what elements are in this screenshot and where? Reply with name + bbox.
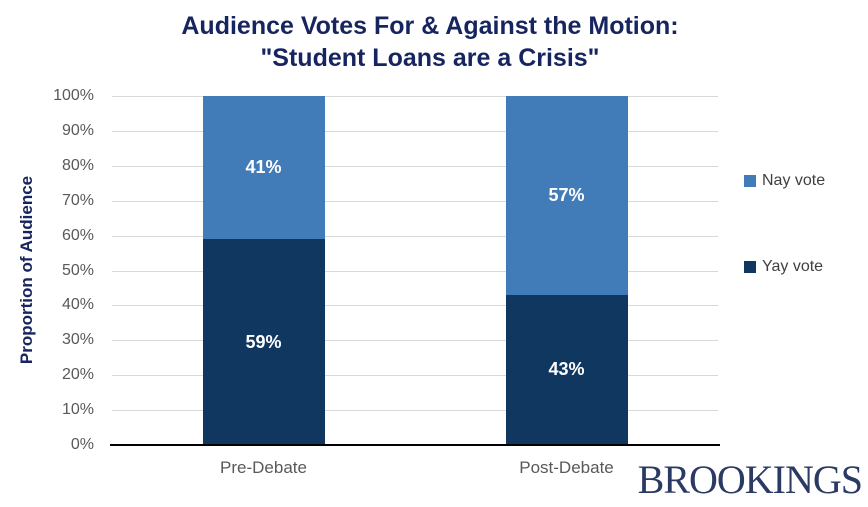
legend-item-yay-vote: Yay vote: [744, 257, 823, 276]
gridline-30: [112, 340, 718, 342]
y-tick-label-30: 30%: [61, 331, 94, 349]
gridline-80: [112, 165, 718, 167]
x-axis-label-post-debate: Post-Debate: [519, 458, 614, 477]
gridline-70: [112, 200, 718, 202]
x-axis-line: [110, 444, 720, 446]
legend-swatch-icon-nay-vote: [744, 174, 756, 187]
y-tick-label-90: 90%: [61, 121, 94, 139]
gridline-90: [112, 130, 718, 132]
bar-segment-pre-debate-nay-vote: 41%: [202, 96, 325, 240]
gridline-10: [112, 410, 718, 412]
legend-label-nay-vote: Nay vote: [762, 171, 826, 189]
x-axis-label-pre-debate: Pre-Debate: [220, 458, 307, 477]
y-tick-label-100: 100%: [53, 87, 94, 104]
y-tick-label-50: 50%: [61, 261, 94, 279]
brookings-logo: BROOKINGS: [637, 457, 863, 502]
gridline-40: [112, 305, 718, 307]
gridline-20: [112, 375, 718, 377]
y-tick-label-70: 70%: [61, 191, 94, 209]
legend-item-nay-vote: Nay vote: [744, 171, 825, 190]
y-tick-label-60: 60%: [61, 226, 94, 244]
gridline-100: [112, 96, 718, 97]
y-tick-label-80: 80%: [61, 156, 94, 174]
plot-area: 59% 41% 43% 57%: [112, 96, 718, 445]
y-tick-label-40: 40%: [61, 296, 94, 314]
legend-swatch-icon-yay-vote: [744, 260, 756, 273]
bar-segment-pre-debate-yay-vote: 59%: [202, 239, 325, 445]
bar-value-label-post-debate-nay-vote: 57%: [548, 184, 585, 205]
gridline-50: [112, 270, 718, 272]
bar-value-label-pre-debate-yay-vote: 59%: [245, 331, 282, 352]
chart-title-line1: Audience Votes For & Against the Motion:: [181, 12, 679, 40]
legend-label-yay-vote: Yay vote: [762, 257, 824, 275]
y-tick-label-10: 10%: [61, 401, 94, 419]
chart-title: Audience Votes For & Against the Motion:…: [0, 10, 860, 74]
bar-value-label-post-debate-yay-vote: 43%: [548, 359, 585, 380]
bar-segment-post-debate-nay-vote: 57%: [505, 96, 628, 295]
bar-segment-post-debate-yay-vote: 43%: [505, 294, 628, 445]
chart-title-line2: "Student Loans are a Crisis": [260, 44, 600, 72]
gridline-60: [112, 235, 718, 237]
y-tick-label-0: 0%: [70, 436, 94, 453]
bar-value-label-pre-debate-nay-vote: 41%: [245, 157, 282, 178]
y-tick-label-20: 20%: [61, 366, 94, 384]
